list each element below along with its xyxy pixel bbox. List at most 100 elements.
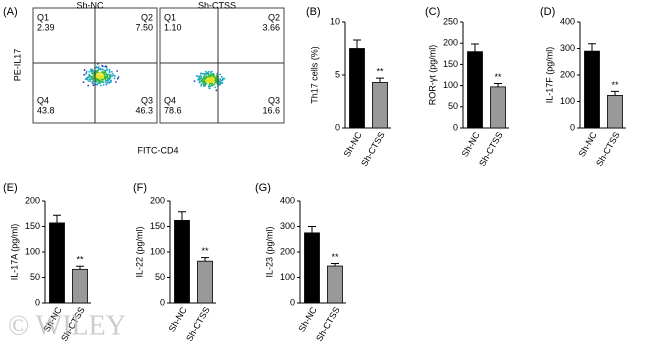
significance: ** [331, 252, 339, 262]
plot-title: Sh-NC [76, 0, 104, 10]
event-dot [114, 81, 117, 83]
quadrant-value: 7.50 [135, 22, 153, 32]
event-dot [220, 75, 223, 78]
event-dot [116, 70, 119, 72]
event-dot [107, 81, 110, 83]
event-dot [84, 78, 87, 80]
event-dot [213, 78, 215, 81]
panel-label: (A) [3, 6, 18, 18]
event-dot [101, 80, 104, 83]
y-tick-label: 200 [560, 69, 575, 79]
quadrant-name: Q4 [164, 95, 176, 105]
panel-label: (G) [255, 182, 271, 194]
event-dot [207, 85, 210, 88]
event-dot [214, 79, 217, 82]
event-dot [104, 65, 107, 68]
bar [584, 50, 600, 129]
event-dot [99, 68, 102, 70]
event-dot [86, 78, 89, 81]
y-axis-title: ROR-γt (pg/ml) [427, 45, 437, 106]
event-dot [88, 70, 91, 73]
event-dot [95, 80, 98, 83]
event-dot [221, 77, 224, 80]
event-dot [87, 84, 90, 87]
event-dot [87, 80, 90, 83]
y-tick-label: 100 [560, 96, 575, 106]
event-dot [207, 79, 210, 81]
error-bar [494, 82, 502, 87]
event-dot [110, 70, 113, 73]
event-dot [210, 77, 213, 80]
event-dot [105, 79, 108, 82]
bar [197, 260, 213, 304]
event-dot [218, 80, 221, 83]
y-tick-label: 0 [35, 297, 40, 307]
event-dot [213, 80, 216, 83]
event-dot [85, 72, 87, 75]
event-dot [209, 82, 212, 85]
y-tick-label: 300 [280, 221, 295, 231]
event-dot [102, 71, 105, 74]
event-dot [204, 79, 207, 82]
error-bar [353, 39, 361, 49]
event-dot [206, 71, 209, 74]
y-tick-label: 100 [25, 246, 40, 256]
event-dot [104, 81, 107, 84]
bar [490, 86, 506, 129]
event-dot [95, 73, 98, 76]
x-tick-label: Sh-NC [342, 130, 364, 159]
event-dot [193, 80, 196, 83]
event-dot [109, 74, 112, 77]
quadrant-value: 78.6 [164, 105, 182, 115]
error-bar [471, 43, 479, 52]
event-dot [211, 82, 214, 85]
event-dot [102, 84, 105, 86]
event-dot [82, 81, 85, 84]
event-dot [103, 69, 106, 72]
event-dot [98, 74, 100, 77]
x-tick-label: Sh-NC [167, 305, 189, 334]
event-dot [96, 78, 99, 81]
significance: ** [76, 255, 84, 265]
panel-label: (F) [133, 182, 147, 194]
y-tick-label: 0 [453, 122, 458, 132]
event-dot [223, 77, 226, 80]
quadrant-name: Q3 [268, 95, 280, 105]
y-axis-title: IL-23 (pg/ml) [264, 226, 274, 277]
event-dot [198, 78, 200, 81]
event-dot [92, 75, 94, 78]
event-dot [93, 71, 95, 74]
event-dot [203, 84, 206, 87]
panel-label: (D) [540, 6, 555, 18]
y-axis-title: IL-17F (pg/ml) [544, 47, 554, 104]
event-dot [89, 78, 92, 80]
watermark: © WILEY [8, 310, 126, 341]
significance: ** [611, 80, 619, 90]
y-tick-label: 0 [570, 122, 575, 132]
quadrant-value: 46.3 [135, 105, 153, 115]
event-dot [116, 77, 119, 80]
event-dot [211, 76, 214, 79]
x-tick-label: Sh-NC [577, 130, 599, 159]
event-dot [203, 81, 206, 83]
plot-frame [159, 7, 285, 124]
event-dot [200, 84, 203, 87]
event-dot [212, 73, 215, 76]
y-tick-label: 150 [150, 221, 165, 231]
event-dot [204, 77, 207, 80]
error-bar [376, 77, 384, 83]
event-dot [110, 79, 112, 82]
event-dot [92, 81, 94, 83]
bar [327, 265, 343, 304]
event-dot [205, 82, 208, 85]
bar [349, 48, 365, 129]
event-dot [113, 77, 116, 80]
y-tick-label: 50 [155, 272, 165, 282]
bar [174, 219, 190, 304]
quadrant-name: Q4 [37, 95, 49, 105]
event-dot [215, 89, 218, 92]
event-dot [99, 75, 102, 77]
event-dot [204, 76, 207, 79]
y-tick-label: 50 [448, 101, 458, 111]
